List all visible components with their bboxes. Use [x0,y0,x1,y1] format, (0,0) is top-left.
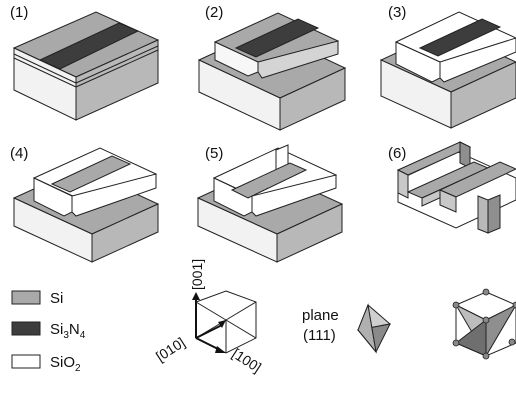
oxide-side [439,37,516,83]
step-label-4: (4) [10,145,28,162]
cube-vertex [508,338,516,346]
plane-label-line1: plane [302,307,339,324]
wafer-side-face [75,39,159,121]
legend-swatch-sio2 [11,354,41,369]
cube-vertex [482,352,490,360]
nitride-stripe [418,18,502,57]
beam-left-front [397,169,409,199]
step-label-3: (3) [388,4,406,21]
mesa-front [214,41,259,77]
step-2-diagram [197,12,347,131]
wafer-side-face [91,203,159,263]
step-3-diagram [379,11,516,129]
plane-label-line2: (111) [303,327,336,344]
cube-plane-c [455,318,487,357]
axis-label-010: [010] [153,334,188,364]
crystal-axes-diagram [192,290,257,354]
plane-111-icon [357,303,392,354]
cube-vertex [482,288,490,296]
step-4-diagram [12,147,160,263]
step-5-diagram [196,144,344,263]
legend-label-si: Si [50,290,63,307]
oxide-side [251,174,337,217]
step-6-diagram [396,141,516,234]
step-1-diagram [12,11,160,121]
post [487,194,501,234]
axis-010-arrow [195,324,223,339]
step-label-5: (5) [205,145,223,162]
cube-vertex [452,301,460,309]
nitride-stripe [38,22,140,70]
legend-label-si3n4: Si3N4 [50,321,86,341]
legend-label-sio2: SiO2 [50,354,81,374]
wafer-side-face [279,67,346,131]
axis-label-001: [001] [189,259,205,290]
cube-vertex [482,316,490,324]
step-label-6: (6) [388,145,406,162]
nitride-stripe [234,18,320,58]
step-label-2: (2) [205,4,223,21]
step-label-1: (1) [10,4,28,21]
beam-right-front [439,189,457,213]
oxide-front [33,177,73,217]
axis-100-arrow [195,337,221,351]
legend: Si Si3N4 SiO2 [11,290,86,374]
crystal-cube-diagram [452,288,516,360]
wafer-side-face [450,61,516,129]
post-front [477,195,489,234]
mesa-side [257,40,339,79]
cube-vertex [512,301,516,309]
wafer-side-face [276,203,343,263]
oxide-side [71,173,157,217]
oxide-front [395,41,441,83]
legend-swatch-si [11,290,41,305]
cube-vertex [452,339,460,347]
legend-swatch-si3n4 [11,321,41,336]
exposed-si-stripe [50,155,132,193]
groove [230,162,308,199]
axis-label-100: [100] [229,345,264,375]
